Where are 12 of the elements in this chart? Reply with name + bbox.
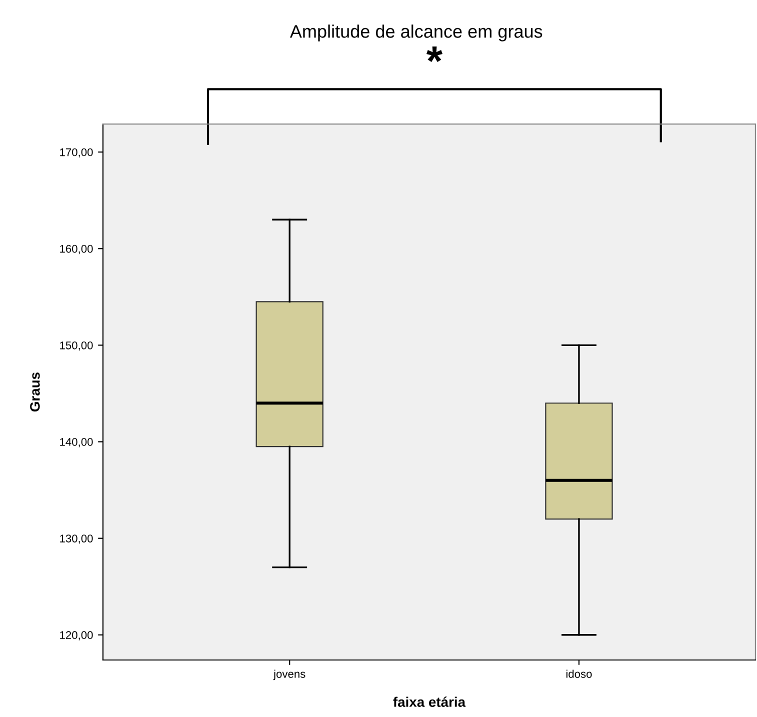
x-tick-label: idoso bbox=[566, 670, 592, 678]
y-tick-label: 160,00 bbox=[60, 244, 93, 254]
x-axis-title: faixa etária bbox=[393, 696, 466, 707]
x-tick-label: jovens bbox=[273, 670, 306, 680]
y-tick-label: 150,00 bbox=[60, 341, 93, 351]
y-axis-title: Graus bbox=[30, 372, 40, 412]
y-tick-label: 120,00 bbox=[60, 631, 93, 640]
y-tick-label: 170,00 bbox=[60, 148, 93, 158]
y-tick-label: 130,00 bbox=[60, 534, 93, 544]
chart-title: Amplitude de alcance em graus bbox=[290, 24, 542, 42]
y-tick-label: 140,00 bbox=[60, 438, 93, 448]
text: * bbox=[426, 46, 442, 62]
